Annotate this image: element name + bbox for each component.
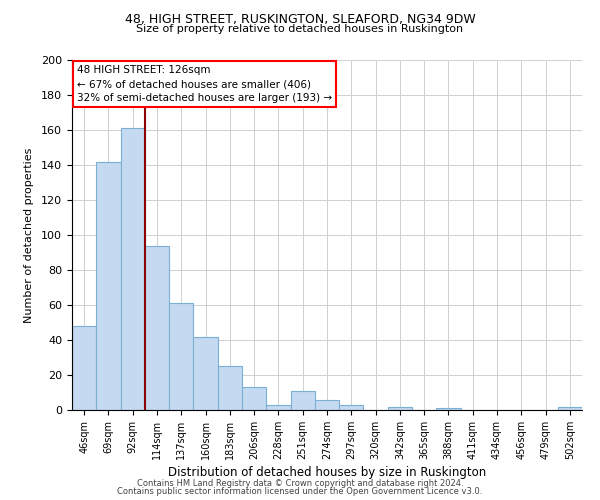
Bar (388, 406, 412, 410)
Bar (266, 405, 290, 410)
Bar (315, 400, 339, 410)
Bar (436, 408, 461, 410)
Bar (339, 405, 364, 410)
X-axis label: Distribution of detached houses by size in Ruskington: Distribution of detached houses by size … (168, 466, 486, 479)
Bar (145, 246, 169, 410)
Bar (558, 406, 582, 410)
Bar (72, 326, 96, 410)
Text: Size of property relative to detached houses in Ruskington: Size of property relative to detached ho… (136, 24, 464, 34)
Bar (193, 336, 218, 410)
Bar (121, 128, 145, 410)
Bar (96, 162, 121, 410)
Text: Contains public sector information licensed under the Open Government Licence v3: Contains public sector information licen… (118, 487, 482, 496)
Bar (218, 366, 242, 410)
Text: Contains HM Land Registry data © Crown copyright and database right 2024.: Contains HM Land Registry data © Crown c… (137, 478, 463, 488)
Bar (242, 387, 266, 410)
Text: 48 HIGH STREET: 126sqm
← 67% of detached houses are smaller (406)
32% of semi-de: 48 HIGH STREET: 126sqm ← 67% of detached… (77, 66, 332, 104)
Y-axis label: Number of detached properties: Number of detached properties (24, 148, 34, 322)
Bar (169, 303, 193, 410)
Bar (290, 391, 315, 410)
Text: 48, HIGH STREET, RUSKINGTON, SLEAFORD, NG34 9DW: 48, HIGH STREET, RUSKINGTON, SLEAFORD, N… (125, 12, 475, 26)
